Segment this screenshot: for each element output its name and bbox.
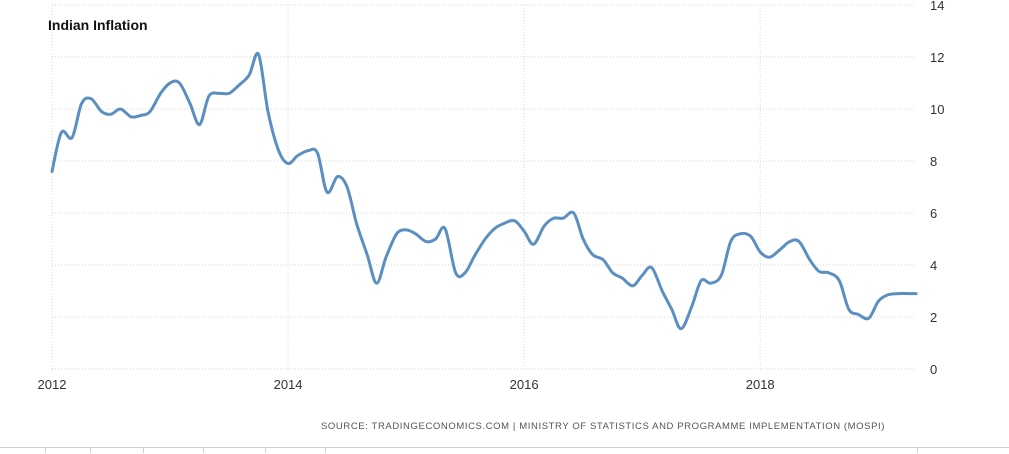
y-tick-label: 12 <box>930 50 944 65</box>
bottom-tab-divider <box>143 447 144 453</box>
source-attribution: SOURCE: TRADINGECONOMICS.COM | MINISTRY … <box>321 421 885 432</box>
x-tick-label: 2016 <box>510 377 539 392</box>
bottom-tab-divider <box>203 447 204 453</box>
bottom-tab-divider <box>917 447 918 453</box>
x-tick-label: 2014 <box>274 377 303 392</box>
x-tick-label: 2018 <box>746 377 775 392</box>
y-tick-label: 10 <box>930 102 944 117</box>
bottom-tab-divider <box>265 447 266 453</box>
chart-series <box>50 51 918 331</box>
chart-grid <box>51 4 916 370</box>
chart-tick-labels: 0 2 4 6 8 10 12 14 2012 2014 2016 2018 <box>38 0 945 392</box>
y-tick-label: 8 <box>930 154 937 169</box>
y-tick-label: 0 <box>930 362 937 377</box>
chart-title: Indian Inflation <box>48 17 148 33</box>
bottom-tab-divider <box>90 447 91 453</box>
bottom-tab-divider <box>45 447 46 453</box>
y-tick-label: 14 <box>930 0 944 13</box>
bottom-tab-divider <box>325 447 326 453</box>
y-tick-label: 2 <box>930 310 937 325</box>
bottom-tab-strip <box>0 447 1009 454</box>
y-tick-label: 6 <box>930 206 937 221</box>
y-tick-label: 4 <box>930 258 937 273</box>
x-tick-label: 2012 <box>38 377 67 392</box>
inflation-series-line <box>50 51 918 331</box>
